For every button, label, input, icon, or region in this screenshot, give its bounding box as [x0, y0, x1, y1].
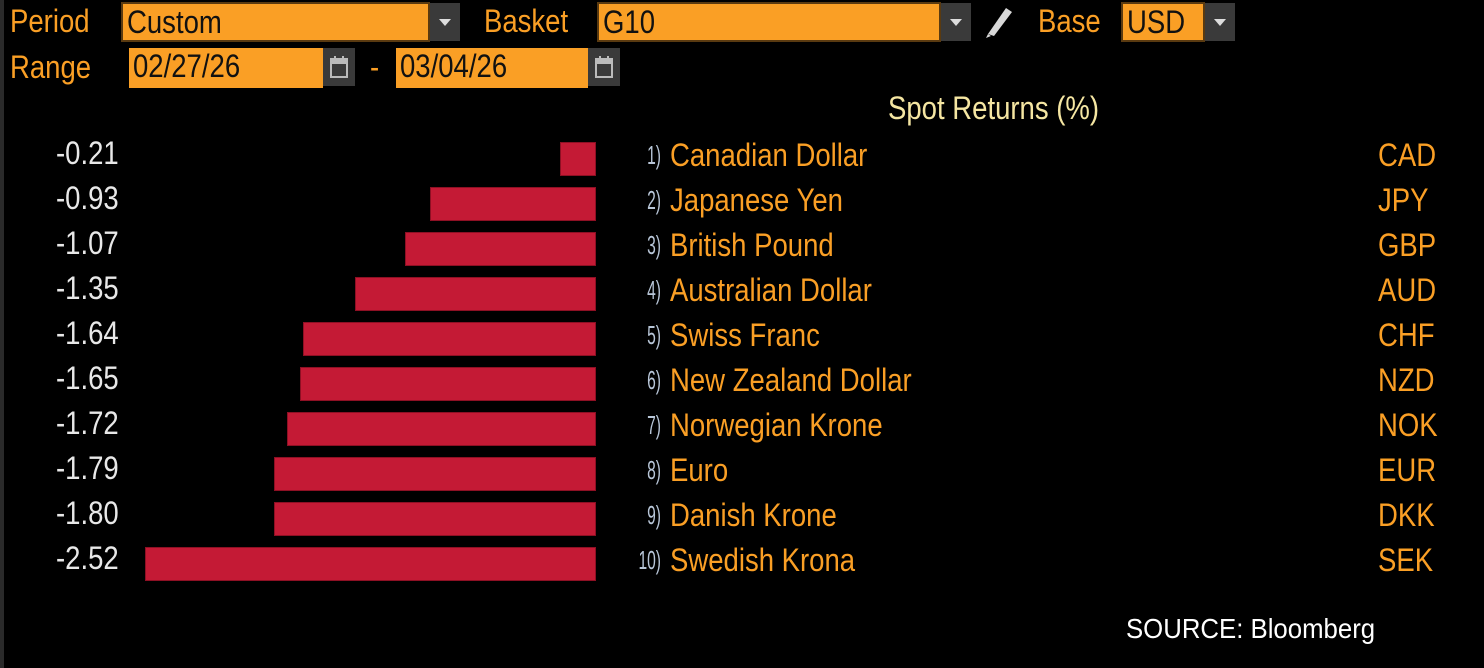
calendar-icon [330, 56, 348, 78]
currency-name[interactable]: Swedish Krona [670, 542, 856, 578]
return-bar [274, 457, 596, 491]
return-value: -1.07 [56, 225, 119, 261]
window-left-border [0, 0, 4, 668]
currency-code: EUR [1378, 452, 1437, 488]
range-end-value: 03/04/26 [400, 48, 508, 84]
return-bar [145, 547, 596, 581]
calendar-icon [595, 56, 613, 78]
return-value: -1.72 [56, 405, 119, 441]
source-credit: SOURCE: Bloomberg [1126, 613, 1376, 644]
rank-number: 1) [647, 140, 661, 170]
pencil-icon [986, 8, 1012, 38]
basket-label: Basket [484, 3, 569, 39]
return-value: -1.35 [56, 270, 119, 306]
rank-number: 7) [647, 410, 661, 440]
currency-row[interactable]: -0.21 1) Canadian Dollar CAD [0, 135, 1484, 182]
currency-row[interactable]: -2.52 10) Swedish Krona SEK [0, 540, 1484, 587]
currency-name[interactable]: Australian Dollar [670, 272, 872, 308]
rank-number: 10) [638, 545, 661, 575]
return-value: -0.93 [56, 180, 119, 216]
base-select[interactable]: USD [1121, 2, 1205, 42]
return-value: -1.79 [56, 450, 119, 486]
base-value: USD [1127, 4, 1186, 40]
currency-code: CAD [1378, 137, 1437, 173]
rank-number: 4) [647, 275, 661, 305]
rank-number: 9) [647, 500, 661, 530]
return-bar [355, 277, 596, 311]
currency-code: JPY [1378, 182, 1429, 218]
return-value: -0.21 [56, 135, 119, 171]
chart-title: Spot Returns (%) [888, 90, 1100, 126]
currency-name[interactable]: Swiss Franc [670, 317, 820, 353]
currency-code: DKK [1378, 497, 1435, 533]
currency-code: CHF [1378, 317, 1435, 353]
return-value: -1.65 [56, 360, 119, 396]
currency-row[interactable]: -1.35 4) Australian Dollar AUD [0, 270, 1484, 317]
rank-number: 8) [647, 455, 661, 485]
range-start-input[interactable]: 02/27/26 [129, 48, 323, 88]
rank-number: 5) [647, 320, 661, 350]
return-bar [405, 232, 596, 266]
period-select[interactable]: Custom [121, 2, 430, 42]
range-end-input[interactable]: 03/04/26 [396, 48, 588, 88]
rank-number: 2) [647, 185, 661, 215]
currency-name[interactable]: Danish Krone [670, 497, 837, 533]
return-bar [300, 367, 596, 401]
currency-row[interactable]: -1.65 6) New Zealand Dollar NZD [0, 360, 1484, 407]
basket-dropdown-button[interactable] [941, 3, 971, 41]
base-label: Base [1038, 3, 1101, 39]
currency-row[interactable]: -1.07 3) British Pound GBP [0, 225, 1484, 272]
return-bar [430, 187, 596, 221]
return-bar [287, 412, 596, 446]
return-value: -2.52 [56, 540, 119, 576]
rank-number: 6) [647, 365, 661, 395]
basket-value: G10 [603, 4, 656, 40]
currency-name[interactable]: New Zealand Dollar [670, 362, 912, 398]
currency-name[interactable]: Norwegian Krone [670, 407, 883, 443]
period-label: Period [10, 3, 90, 39]
currency-name[interactable]: Canadian Dollar [670, 137, 868, 173]
range-separator: - [370, 49, 380, 85]
return-bar [303, 322, 596, 356]
range-start-value: 02/27/26 [133, 48, 241, 84]
range-label: Range [10, 49, 92, 85]
range-end-calendar-button[interactable] [588, 48, 620, 86]
currency-code: SEK [1378, 542, 1434, 578]
return-value: -1.80 [56, 495, 119, 531]
return-bar [274, 502, 596, 536]
base-dropdown-button[interactable] [1205, 3, 1235, 41]
currency-name[interactable]: Euro [670, 452, 729, 488]
currency-code: NZD [1378, 362, 1435, 398]
rank-number: 3) [647, 230, 661, 260]
return-value: -1.64 [56, 315, 119, 351]
currency-name[interactable]: Japanese Yen [670, 182, 843, 218]
currency-code: GBP [1378, 227, 1437, 263]
currency-row[interactable]: -1.64 5) Swiss Franc CHF [0, 315, 1484, 362]
return-bar [560, 142, 596, 176]
range-start-calendar-button[interactable] [323, 48, 355, 86]
period-value: Custom [127, 4, 222, 40]
currency-row[interactable]: -1.72 7) Norwegian Krone NOK [0, 405, 1484, 452]
currency-row[interactable]: -1.79 8) Euro EUR [0, 450, 1484, 497]
currency-name[interactable]: British Pound [670, 227, 834, 263]
currency-code: AUD [1378, 272, 1437, 308]
edit-basket-button[interactable] [982, 4, 1016, 43]
currency-code: NOK [1378, 407, 1438, 443]
currency-row[interactable]: -1.80 9) Danish Krone DKK [0, 495, 1484, 542]
period-dropdown-button[interactable] [430, 3, 460, 41]
basket-select[interactable]: G10 [597, 2, 941, 42]
currency-row[interactable]: -0.93 2) Japanese Yen JPY [0, 180, 1484, 227]
